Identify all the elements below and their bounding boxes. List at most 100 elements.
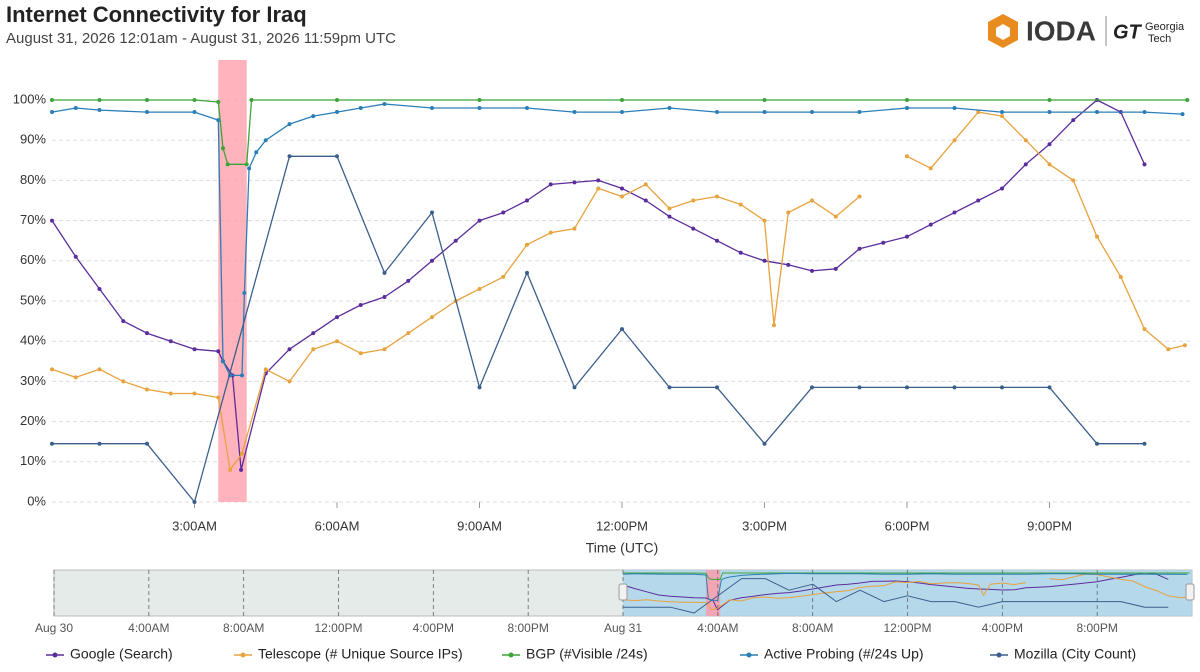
point (810, 268, 814, 273)
point (168, 391, 173, 396)
point (1047, 98, 1052, 102)
point (406, 278, 411, 283)
point (643, 182, 648, 187)
y-tick-label: 40% (20, 333, 46, 348)
point (216, 118, 221, 123)
point (1180, 112, 1185, 117)
point (382, 347, 387, 352)
point (833, 214, 838, 219)
navigator-tick-label: 4:00PM (413, 621, 454, 635)
point (525, 270, 529, 275)
point (596, 178, 601, 183)
point (1047, 385, 1052, 390)
point (50, 98, 54, 102)
navigator-tick-label: Aug 31 (604, 621, 642, 635)
legend-label: Active Probing (#/24s Up) (764, 646, 924, 662)
point (382, 270, 387, 275)
legend-label: Telescope (# Unique Source IPs) (258, 646, 463, 662)
point (216, 349, 221, 354)
navigator-tick-label: 4:00AM (697, 621, 738, 635)
point (430, 258, 434, 263)
legend-marker (508, 652, 514, 658)
x-tick-label: 6:00AM (315, 518, 360, 533)
point (525, 106, 529, 111)
point (620, 194, 624, 199)
navigator-tick-label: 8:00AM (792, 621, 833, 635)
navigator-tick-label: 8:00AM (223, 621, 264, 635)
point (50, 441, 54, 446)
y-tick-label: 30% (20, 373, 46, 388)
point (192, 98, 197, 102)
point (881, 240, 886, 245)
point (311, 331, 316, 336)
point (50, 110, 54, 115)
legend-label: Mozilla (City Count) (1014, 646, 1136, 662)
point (1023, 162, 1028, 167)
point (772, 323, 776, 328)
point (1142, 441, 1147, 446)
point (1095, 110, 1099, 115)
point (501, 274, 506, 279)
alert-band (218, 60, 247, 502)
point (691, 226, 696, 231)
point (335, 110, 339, 115)
point (833, 266, 838, 271)
point (97, 367, 102, 372)
point (715, 194, 719, 199)
title: Internet Connectivity for Iraq (6, 2, 307, 27)
point (228, 467, 233, 472)
point (667, 385, 672, 390)
point (525, 242, 529, 247)
point (762, 441, 767, 446)
point (620, 327, 624, 332)
point (548, 230, 553, 235)
legend-marker (996, 652, 1002, 658)
point (335, 98, 339, 102)
point (73, 254, 78, 259)
point (905, 234, 909, 239)
point (244, 162, 249, 167)
navigator-tick-label: 8:00PM (507, 621, 548, 635)
point (762, 98, 767, 102)
navigator-handle (1185, 583, 1195, 601)
point (810, 110, 814, 115)
point (287, 379, 292, 384)
point (311, 347, 316, 352)
legend-label: Google (Search) (70, 646, 173, 662)
navigator-alert (705, 570, 721, 616)
point (928, 166, 933, 171)
point (810, 198, 814, 203)
point (976, 110, 981, 115)
point (221, 146, 225, 151)
point (73, 375, 78, 380)
point (548, 182, 553, 187)
point (168, 339, 173, 344)
point (715, 110, 719, 115)
point (121, 319, 126, 324)
point (762, 110, 767, 115)
point (477, 106, 482, 111)
point (453, 238, 458, 243)
point (905, 98, 909, 102)
point (242, 290, 247, 295)
point (335, 315, 339, 320)
point (1047, 142, 1052, 147)
point (572, 180, 577, 185)
x-tick-label: 3:00PM (742, 518, 787, 533)
point (857, 385, 862, 390)
y-tick-label: 80% (20, 172, 46, 187)
navigator-line (623, 572, 1190, 580)
point (715, 385, 719, 390)
navigator-tick-label: 4:00AM (128, 621, 169, 635)
legend-marker (240, 652, 246, 658)
point (239, 467, 244, 472)
point (786, 262, 791, 267)
point (145, 387, 149, 392)
point (572, 110, 577, 115)
point (1023, 138, 1028, 143)
point (225, 162, 230, 167)
point (952, 138, 957, 143)
point (1142, 110, 1147, 115)
series-line (52, 99, 1188, 165)
point (857, 110, 862, 115)
